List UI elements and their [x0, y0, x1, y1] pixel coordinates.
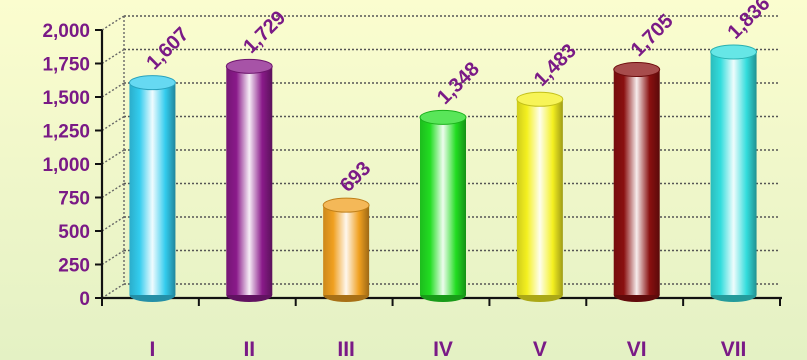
grid-connector: [101, 115, 125, 132]
bar: [420, 117, 466, 295]
bar: [129, 82, 176, 295]
bar-top: [710, 44, 758, 60]
y-tick-label: 1,250: [42, 122, 90, 143]
y-tick-label: 750: [58, 189, 90, 210]
grid-connector: [101, 182, 125, 199]
bar-top: [322, 197, 370, 213]
y-tick-label: 0: [79, 289, 90, 310]
x-tick-label: VII: [721, 338, 747, 360]
y-tick-label: 1,500: [42, 88, 90, 109]
y-tick-label: 1,000: [42, 155, 90, 176]
bar-top: [128, 75, 176, 91]
bars: [128, 44, 758, 302]
bar-I: [128, 75, 176, 302]
data-label: 1,705: [627, 10, 678, 61]
data-label: 1,836: [724, 0, 775, 44]
grid-connector: [101, 216, 125, 232]
bar-VII: [710, 44, 758, 302]
bar-top: [613, 62, 661, 78]
x-tick-label: IV: [433, 338, 453, 360]
grid-connector: [101, 82, 125, 98]
bar: [613, 69, 660, 295]
bar-top: [419, 109, 467, 125]
bar-top: [225, 58, 273, 74]
x-tick-labels: I II III IV V VI VII: [150, 338, 747, 360]
bar-VI: [613, 62, 661, 302]
y-tick-label: 1,750: [42, 55, 90, 76]
bar: [226, 66, 273, 296]
y-tick-label: 500: [58, 222, 90, 243]
x-tick-label: III: [337, 338, 355, 360]
bar-top: [516, 91, 564, 107]
x-tick-label: VI: [627, 338, 647, 360]
bar-III: [322, 197, 370, 302]
bar-IV: [419, 109, 467, 302]
grid-connector: [101, 15, 125, 31]
bar: [710, 51, 757, 296]
y-tick-label: 250: [58, 256, 90, 277]
x-tick-label: II: [243, 338, 255, 360]
bar: [516, 99, 563, 295]
x-tick-label: I: [150, 338, 156, 360]
grid-connector: [101, 283, 125, 299]
x-tick-label: V: [533, 338, 547, 360]
bar-II: [225, 58, 273, 302]
bar: [323, 205, 370, 295]
data-label: 693: [336, 158, 375, 197]
bar-V: [516, 91, 564, 302]
y-tick-label: 2,000: [42, 21, 90, 42]
y-tick-labels: 0 250 500 750 1,000 1,250 1,500 1,750 2,000: [42, 21, 90, 310]
grid-connector: [101, 48, 125, 65]
grid-connector: [101, 149, 125, 165]
grid-connector: [101, 249, 125, 266]
